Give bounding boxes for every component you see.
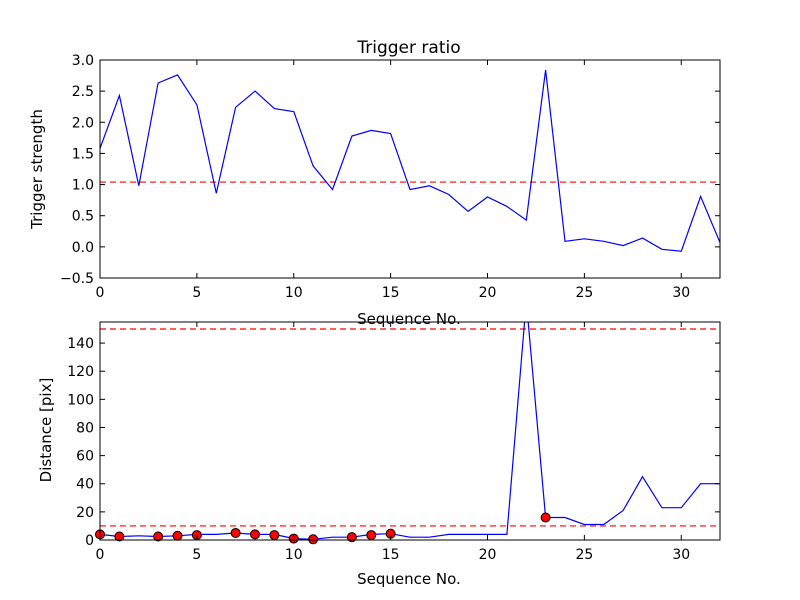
y-axis-label: Trigger strength: [28, 109, 46, 230]
series-line: [100, 69, 720, 252]
y-tick-label: 140: [67, 336, 94, 352]
y-tick-label: 80: [76, 420, 94, 436]
x-tick-label: 25: [575, 547, 593, 563]
x-tick-label: 30: [672, 285, 690, 301]
y-tick-label: 3.0: [72, 53, 94, 69]
y-tick-label: 1.5: [72, 146, 94, 162]
x-tick-label: 0: [96, 285, 105, 301]
distance-chart: Sequence No. Distance [pix] 0 5 10 15 20 25 30…: [37, 321, 721, 588]
x-axis-label: Sequence No.: [357, 570, 461, 588]
data-point: [230, 527, 241, 538]
y-tick-label: 20: [76, 505, 94, 521]
x-tick-label: 20: [479, 285, 497, 301]
plot-frame: [99, 59, 721, 279]
y-tick-label: 1.0: [72, 178, 94, 194]
y-tick-label: 120: [67, 364, 94, 380]
y-tick-label: 60: [76, 449, 94, 465]
x-tick-label: 25: [575, 285, 593, 301]
x-tick-label: 15: [382, 547, 400, 563]
x-tick-label: 0: [96, 547, 105, 563]
x-tick-label: 5: [192, 547, 201, 563]
data-point: [308, 534, 319, 545]
series-line: [100, 322, 720, 540]
y-tick-label: 2.0: [72, 115, 94, 131]
x-tick-label: 5: [192, 285, 201, 301]
y-tick-label: 0.5: [72, 209, 94, 225]
plot-frame: [99, 321, 721, 541]
y-axis-label: Distance [pix]: [37, 378, 55, 483]
x-tick-label: 20: [479, 547, 497, 563]
data-point: [114, 531, 125, 542]
trigger-ratio-chart: Trigger ratio Sequence No. Trigger stren…: [28, 38, 721, 328]
y-tick-label: 40: [76, 477, 94, 493]
data-point: [366, 530, 377, 541]
y-tick-label: −0.5: [60, 271, 94, 287]
data-point: [540, 512, 551, 523]
data-point: [153, 531, 164, 542]
y-tick-label: 100: [67, 392, 94, 408]
chart-title: Trigger ratio: [356, 38, 460, 58]
x-tick-label: 15: [382, 285, 400, 301]
data-point: [250, 529, 260, 540]
x-tick-label: 10: [285, 285, 303, 301]
x-tick-label: 30: [672, 547, 690, 563]
x-axis-label: Sequence No.: [357, 310, 461, 328]
y-tick-label: 0.0: [72, 240, 94, 256]
data-point: [269, 530, 280, 541]
x-tick-label: 10: [285, 547, 303, 563]
data-point: [172, 530, 183, 541]
y-tick-label: 2.5: [72, 84, 94, 100]
y-tick-label: 0: [85, 533, 94, 549]
data-point: [346, 532, 357, 543]
